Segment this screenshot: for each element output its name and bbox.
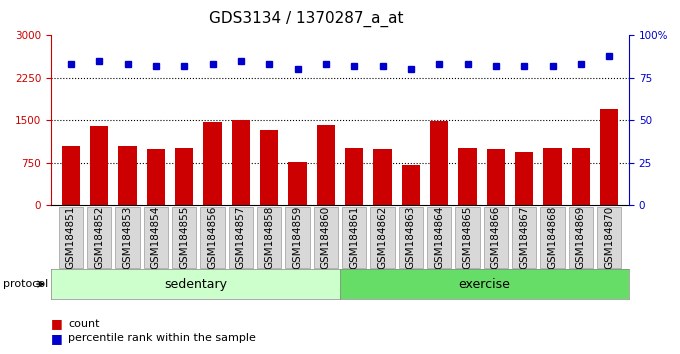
Text: GSM184866: GSM184866	[491, 205, 501, 269]
Text: GSM184852: GSM184852	[94, 205, 104, 269]
Bar	[317, 125, 335, 205]
Text: percentile rank within the sample: percentile rank within the sample	[68, 333, 256, 343]
Bar	[345, 148, 363, 205]
Bar	[147, 149, 165, 205]
Text: GSM184858: GSM184858	[264, 205, 274, 269]
Bar	[172, 207, 197, 268]
Text: GSM184863: GSM184863	[406, 205, 416, 269]
Text: GSM184857: GSM184857	[236, 205, 246, 269]
Bar	[458, 148, 477, 205]
Text: exercise: exercise	[458, 278, 511, 291]
Text: GSM184855: GSM184855	[179, 205, 189, 269]
Bar	[228, 207, 253, 268]
Text: GSM184862: GSM184862	[377, 205, 388, 269]
Text: GSM184861: GSM184861	[349, 205, 359, 269]
Bar	[543, 148, 562, 205]
Text: GSM184869: GSM184869	[576, 205, 586, 269]
Bar	[90, 126, 108, 205]
Bar	[116, 207, 139, 268]
Bar	[260, 130, 278, 205]
Bar	[512, 207, 537, 268]
Bar	[62, 146, 80, 205]
Bar	[487, 149, 505, 205]
Bar	[87, 207, 112, 268]
Bar	[427, 207, 452, 268]
Bar	[342, 207, 367, 268]
Bar	[398, 207, 423, 268]
Bar	[203, 122, 222, 205]
Bar	[572, 148, 590, 205]
Bar	[371, 207, 394, 268]
Bar	[568, 207, 593, 268]
Bar	[483, 207, 508, 268]
Bar	[286, 207, 309, 268]
Text: ■: ■	[51, 332, 63, 344]
Text: protocol: protocol	[3, 279, 49, 289]
Text: GSM184868: GSM184868	[547, 205, 558, 269]
Bar	[373, 149, 392, 205]
Bar	[288, 162, 307, 205]
Text: ■: ■	[51, 318, 63, 330]
Bar	[541, 207, 564, 268]
Bar	[143, 207, 168, 268]
Text: GSM184859: GSM184859	[292, 205, 303, 269]
Text: GDS3134 / 1370287_a_at: GDS3134 / 1370287_a_at	[209, 11, 403, 27]
Text: GSM184854: GSM184854	[151, 205, 161, 269]
Text: GSM184864: GSM184864	[434, 205, 444, 269]
Bar	[257, 207, 282, 268]
Bar	[118, 146, 137, 205]
Bar	[597, 207, 622, 268]
Text: count: count	[68, 319, 99, 329]
Text: sedentary: sedentary	[164, 278, 227, 291]
Bar	[430, 121, 448, 205]
Bar	[232, 120, 250, 205]
Bar	[58, 207, 83, 268]
Text: GSM184853: GSM184853	[122, 205, 133, 269]
Bar	[456, 207, 479, 268]
Bar	[313, 207, 338, 268]
Bar	[515, 152, 533, 205]
Text: GSM184867: GSM184867	[519, 205, 529, 269]
Bar	[402, 165, 420, 205]
Bar	[600, 109, 618, 205]
Text: GSM184856: GSM184856	[207, 205, 218, 269]
Bar	[201, 207, 224, 268]
Text: GSM184865: GSM184865	[462, 205, 473, 269]
Text: GSM184870: GSM184870	[604, 206, 614, 269]
Text: GSM184860: GSM184860	[321, 206, 331, 269]
Text: GSM184851: GSM184851	[66, 205, 76, 269]
Bar	[175, 148, 193, 205]
